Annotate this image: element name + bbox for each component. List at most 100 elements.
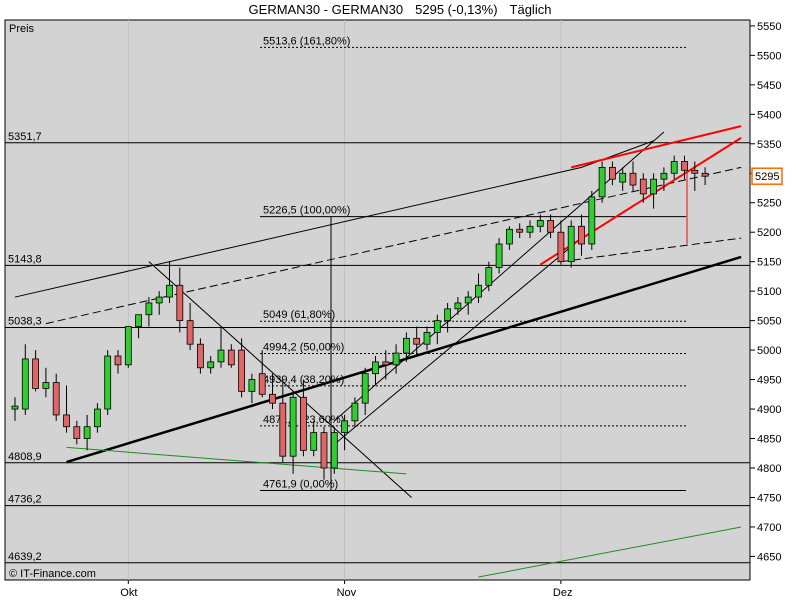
current-price-box — [751, 167, 783, 185]
level-label: 4808,9 — [8, 451, 42, 463]
candle-body — [341, 420, 349, 434]
current-price-text: 5295 — [755, 171, 779, 183]
candle-body — [145, 302, 153, 316]
dashed-lower-line — [560, 237, 742, 263]
candle-body — [361, 373, 369, 404]
quote-value: 5295 (-0,13%) — [415, 2, 498, 17]
candle-body — [52, 382, 60, 416]
x-tick-label: Dez — [553, 587, 573, 599]
candle-body — [454, 302, 462, 310]
level-label: 5038,3 — [8, 316, 42, 328]
level-label: 5351,7 — [8, 131, 42, 143]
trend-lines — [14, 125, 742, 578]
candle-body — [516, 228, 524, 233]
candle-body — [619, 172, 627, 183]
candle-body — [650, 178, 657, 195]
y-tick-label: 4900 — [757, 404, 781, 416]
candle-body — [289, 396, 297, 457]
price-axis: 4650 4700 4750 4800 4850 4900 4950 5000 5050 5100… — [750, 21, 781, 563]
candle-body — [681, 161, 688, 171]
candle-body — [310, 432, 318, 451]
candles — [11, 155, 709, 480]
candle-body — [248, 379, 256, 392]
y-tick-label: 4800 — [757, 463, 781, 475]
candle-body — [660, 172, 668, 180]
candle-body — [114, 355, 122, 366]
fibonacci-label: 5513,6 (161,80%) — [263, 35, 350, 47]
y-tick-label: 4950 — [757, 375, 781, 387]
candle-body — [392, 352, 400, 366]
decline-line — [148, 261, 412, 498]
fibonacci-label: 4994,2 (50,00%) — [263, 342, 344, 354]
candle-body — [21, 358, 29, 410]
candle-body — [42, 382, 50, 389]
candle-body — [475, 284, 482, 298]
green-trend-line — [66, 446, 407, 475]
y-tick-label: 5050 — [757, 316, 781, 328]
x-tick-label: Okt — [120, 587, 137, 599]
fibonacci-label: 4761,9 (0,00%) — [263, 478, 338, 490]
candle-body — [495, 243, 503, 268]
level-label: 4639,2 — [8, 551, 42, 563]
candle-body — [423, 332, 431, 345]
candle-body — [526, 225, 534, 233]
candle-body — [104, 355, 112, 410]
watermark: © IT-Finance.com — [9, 568, 96, 580]
candle-body — [464, 296, 472, 304]
candle-body — [155, 296, 163, 304]
candle-body — [578, 225, 585, 245]
candle-body — [279, 402, 287, 457]
candle-body — [485, 267, 493, 286]
candle-body — [135, 314, 143, 327]
candle-body — [351, 402, 359, 422]
level-label: 4736,2 — [8, 494, 42, 506]
y-tick-label: 5250 — [757, 198, 781, 210]
candle-body — [557, 231, 565, 263]
y-tick-label: 5550 — [757, 21, 781, 33]
fibonacci-label: 5226,5 (100,00%) — [263, 205, 350, 217]
instrument-name: GERMAN30 - GERMAN30 — [248, 2, 404, 17]
candle-body — [567, 225, 575, 263]
candle-body — [670, 161, 678, 174]
y-tick-label: 4650 — [757, 551, 781, 563]
candle-body — [11, 405, 19, 410]
rising-channel-upper — [333, 131, 665, 422]
candle-body — [196, 343, 204, 369]
candle-body — [258, 373, 266, 395]
candle-body — [227, 349, 235, 366]
candle-body — [207, 361, 215, 369]
candle-body — [330, 432, 338, 469]
y-tick-label: 5200 — [757, 227, 781, 239]
candle-body — [73, 426, 81, 439]
y-tick-label: 5350 — [757, 139, 781, 151]
y-tick-label: 5100 — [757, 286, 781, 298]
candle-body — [382, 361, 390, 366]
panel-label: Preis — [9, 23, 35, 35]
candle-body — [124, 326, 132, 366]
candle-body — [94, 408, 101, 428]
y-tick-label: 4750 — [757, 492, 781, 504]
candle-body — [217, 349, 225, 363]
candle-body — [299, 396, 307, 451]
candle-body — [413, 337, 421, 345]
candle-body — [505, 228, 513, 245]
current-price-marker: 5295 — [751, 167, 783, 185]
rising-channel-lower — [333, 237, 582, 445]
y-tick-label: 5400 — [757, 109, 781, 121]
candle-body — [186, 320, 194, 345]
plot-background — [4, 19, 751, 581]
y-tick-label: 5450 — [757, 80, 781, 92]
candle-body — [269, 393, 276, 404]
candle-body — [402, 337, 410, 354]
upper-channel-line — [14, 166, 582, 298]
candle-body — [701, 172, 709, 177]
fibonacci-label: 5049 (61,80%) — [263, 309, 335, 321]
candle-body — [547, 220, 554, 233]
candle-body — [588, 196, 596, 245]
time-axis: Okt Nov Dez — [120, 580, 572, 599]
candle-body — [32, 358, 39, 389]
y-tick-label: 4700 — [757, 522, 781, 534]
candle-body — [83, 426, 91, 439]
candle-body — [238, 349, 246, 392]
candle-body — [598, 166, 606, 198]
